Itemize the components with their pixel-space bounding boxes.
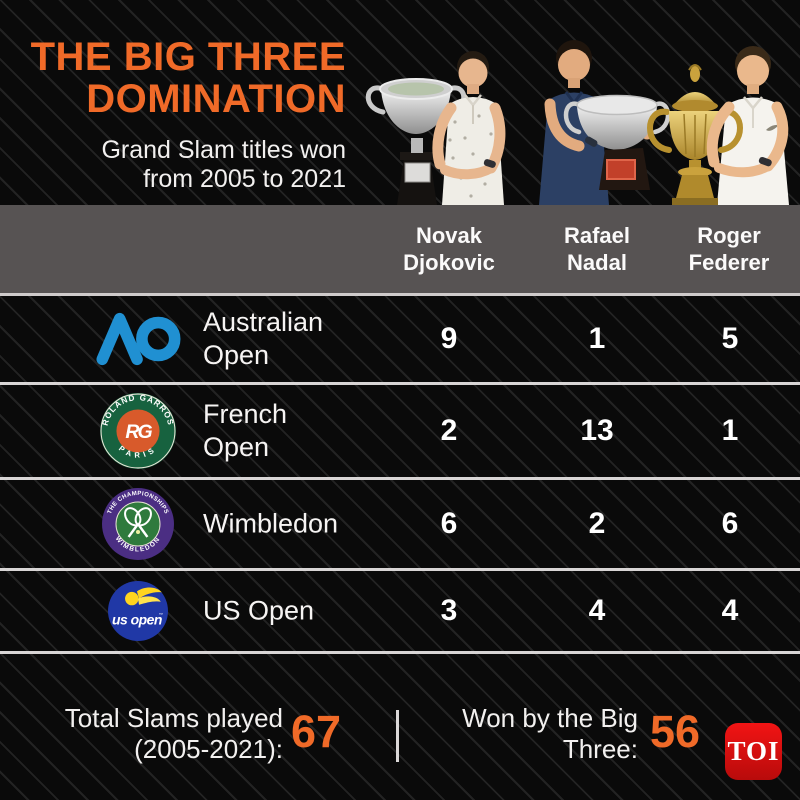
table-header-band: Novak Djokovic Rafael Nadal Roger Federe… — [0, 205, 800, 296]
value-ao-federer: 5 — [721, 322, 739, 355]
australian-open-logo — [88, 296, 188, 382]
rg-monogram: RG — [125, 421, 152, 443]
title-line-1: THE BIG THREE — [30, 35, 346, 79]
us-open-logo: us open ™ — [88, 571, 188, 651]
us-open-wordmark: us open — [112, 611, 162, 627]
column-roger-federer: Roger Federer — [688, 223, 770, 275]
subtitle-line-1: Grand Slam titles won — [101, 136, 346, 164]
tournament-label-us-open: US Open — [203, 595, 315, 626]
wimbledon-logo: THE CHAMPIONSHIPS WIMBLEDON — [88, 480, 188, 568]
toi-logo-text: TOI — [727, 736, 780, 766]
value-wim-federer: 6 — [721, 507, 739, 540]
players-photo-strip — [365, 40, 789, 205]
us-open-tm: ™ — [159, 612, 163, 617]
value-wim-djokovic: 6 — [440, 507, 458, 540]
tournament-label-french-open: French Open — [203, 399, 288, 462]
toi-logo: TOI — [725, 723, 782, 780]
value-ao-nadal: 1 — [588, 322, 606, 355]
table-row-us-open: us open ™ US Open 3 4 4 — [0, 571, 800, 654]
column-rafael-nadal: Rafael Nadal — [563, 223, 631, 275]
value-us-federer: 4 — [721, 594, 739, 627]
total-slams-value: 67 — [291, 706, 342, 757]
value-fo-djokovic: 2 — [440, 414, 458, 447]
table-row-australian-open: Australian Open 9 1 5 — [0, 296, 800, 385]
page-title: THE BIG THREE DOMINATION — [0, 36, 346, 120]
photo-roger-federer — [647, 46, 789, 205]
footer-divider — [396, 710, 399, 762]
table-row-wimbledon: THE CHAMPIONSHIPS WIMBLEDON Wimbledon 6 … — [0, 480, 800, 571]
subtitle-line-2: from 2005 to 2021 — [143, 165, 346, 193]
total-slams-label: Total Slams played (2005-2021): — [64, 703, 283, 764]
australian-open-logo-icon — [96, 312, 181, 366]
table-row-french-open: ROLAND GARROS PARIS RG French Open 2 13 … — [0, 385, 800, 480]
page-subtitle: Grand Slam titles won from 2005 to 2021 — [0, 136, 346, 194]
value-ao-djokovic: 9 — [440, 322, 458, 355]
photo-novak-djokovic — [365, 51, 506, 205]
roland-garros-logo-icon: ROLAND GARROS PARIS RG — [100, 393, 176, 469]
won-by-big-three-label: Won by the Big Three: — [462, 703, 638, 764]
photo-rafael-nadal — [539, 40, 671, 205]
value-fo-federer: 1 — [721, 414, 739, 447]
value-us-djokovic: 3 — [440, 594, 458, 627]
tournament-label-australian-open: Australian Open — [203, 307, 324, 370]
column-novak-djokovic: Novak Djokovic — [403, 223, 495, 275]
french-open-logo: ROLAND GARROS PARIS RG — [88, 385, 188, 477]
value-fo-nadal: 13 — [580, 414, 614, 447]
tournament-label-wimbledon: Wimbledon — [203, 508, 339, 539]
us-open-logo-icon: us open ™ — [108, 581, 168, 641]
value-wim-nadal: 2 — [588, 507, 606, 540]
value-us-nadal: 4 — [588, 594, 606, 627]
title-line-2: DOMINATION — [86, 77, 346, 121]
won-by-big-three-value: 56 — [650, 706, 701, 757]
wimbledon-logo-icon: THE CHAMPIONSHIPS WIMBLEDON — [102, 488, 174, 560]
